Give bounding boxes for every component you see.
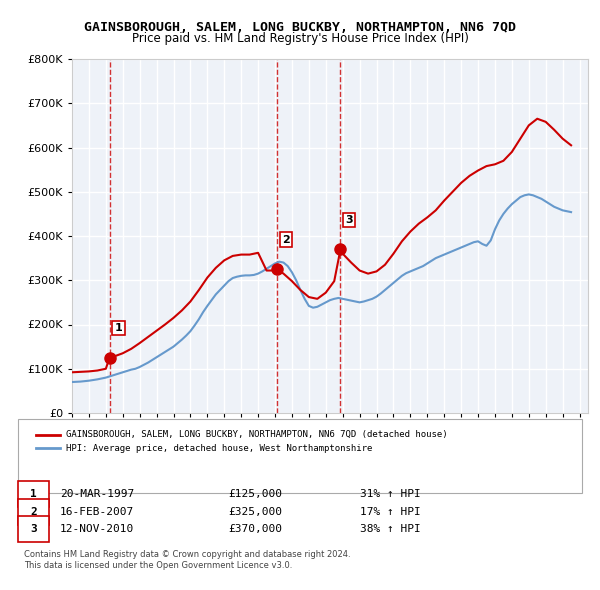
Text: 16-FEB-2007: 16-FEB-2007 — [60, 507, 134, 516]
Text: 1: 1 — [115, 323, 122, 333]
Text: 1: 1 — [30, 490, 37, 499]
Text: 17% ↑ HPI: 17% ↑ HPI — [360, 507, 421, 516]
Text: £125,000: £125,000 — [228, 490, 282, 499]
Text: £370,000: £370,000 — [228, 524, 282, 533]
Text: 31% ↑ HPI: 31% ↑ HPI — [360, 490, 421, 499]
Text: 3: 3 — [346, 215, 353, 225]
Text: Contains HM Land Registry data © Crown copyright and database right 2024.: Contains HM Land Registry data © Crown c… — [24, 550, 350, 559]
Text: 12-NOV-2010: 12-NOV-2010 — [60, 524, 134, 533]
Text: 2: 2 — [282, 235, 290, 245]
Text: GAINSBOROUGH, SALEM, LONG BUCKBY, NORTHAMPTON, NN6 7QD (detached house): GAINSBOROUGH, SALEM, LONG BUCKBY, NORTHA… — [66, 430, 448, 440]
Text: 38% ↑ HPI: 38% ↑ HPI — [360, 524, 421, 533]
Text: £325,000: £325,000 — [228, 507, 282, 516]
Text: This data is licensed under the Open Government Licence v3.0.: This data is licensed under the Open Gov… — [24, 560, 292, 569]
Text: 3: 3 — [30, 524, 37, 533]
Text: Price paid vs. HM Land Registry's House Price Index (HPI): Price paid vs. HM Land Registry's House … — [131, 32, 469, 45]
Text: 2: 2 — [30, 507, 37, 516]
Text: 20-MAR-1997: 20-MAR-1997 — [60, 490, 134, 499]
Text: GAINSBOROUGH, SALEM, LONG BUCKBY, NORTHAMPTON, NN6 7QD: GAINSBOROUGH, SALEM, LONG BUCKBY, NORTHA… — [84, 21, 516, 34]
Text: HPI: Average price, detached house, West Northamptonshire: HPI: Average price, detached house, West… — [66, 444, 373, 453]
